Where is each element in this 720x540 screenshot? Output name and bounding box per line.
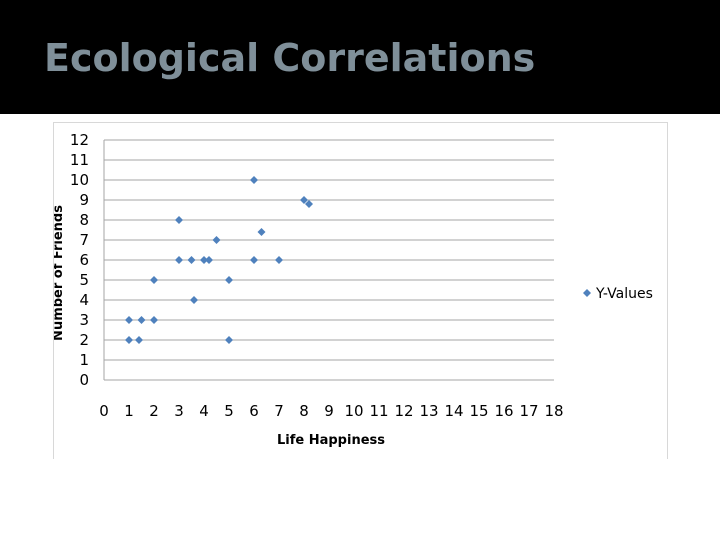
x-tick-label-11: 11 (369, 402, 388, 420)
y-axis-title: Number of Friends (54, 205, 66, 341)
x-tick-label-15: 15 (469, 402, 488, 420)
data-point-16 (250, 256, 258, 264)
x-tick-label-16: 16 (494, 402, 513, 420)
data-point-18 (275, 256, 283, 264)
data-point-12 (212, 236, 221, 244)
data-point-9 (190, 296, 198, 304)
y-tick-label-2: 2 (79, 331, 89, 349)
x-tick-label-4: 4 (199, 402, 209, 420)
x-tick-label-14: 14 (444, 402, 463, 420)
x-tick-label-17: 17 (519, 402, 538, 420)
data-point-0 (125, 336, 133, 344)
data-point-19 (300, 196, 308, 204)
x-tick-label-7: 7 (274, 402, 284, 420)
data-point-5 (150, 276, 158, 284)
y-tick-label-9: 9 (79, 191, 89, 209)
y-tick-label-5: 5 (79, 271, 89, 289)
data-point-11 (205, 256, 213, 264)
data-point-15 (250, 176, 258, 184)
y-tick-label-4: 4 (79, 291, 89, 309)
x-tick-label-2: 2 (149, 402, 159, 420)
x-tick-label-1: 1 (124, 402, 134, 420)
data-point-2 (135, 336, 143, 344)
y-tick-label-3: 3 (79, 311, 89, 329)
title-bar (0, 0, 720, 114)
x-tick-label-12: 12 (394, 402, 413, 420)
y-tick-label-11: 11 (70, 151, 89, 169)
x-tick-label-8: 8 (299, 402, 309, 420)
y-tick-label-12: 12 (70, 131, 89, 149)
x-tick-label-13: 13 (419, 402, 438, 420)
data-point-1 (125, 316, 133, 324)
data-point-6 (175, 216, 183, 224)
x-tick-label-18: 18 (544, 402, 563, 420)
data-point-8 (187, 256, 196, 264)
data-point-13 (225, 276, 233, 284)
x-tick-label-9: 9 (324, 402, 334, 420)
x-tick-label-10: 10 (344, 402, 363, 420)
y-tick-label-6: 6 (79, 251, 89, 269)
data-point-17 (257, 228, 266, 236)
y-tick-label-10: 10 (70, 171, 89, 189)
x-tick-label-6: 6 (249, 402, 259, 420)
data-point-10 (200, 256, 208, 264)
legend-label: Y-Values (595, 286, 653, 302)
x-tick-label-0: 0 (99, 402, 109, 420)
chart-frame: 0 1 2 3 4 5 6 7 8 9 10 11 12 0 1 2 3 4 5 6 7 8 9 10 11 12 13 14 15 16… (53, 122, 668, 459)
x-axis-title: Life Happiness (277, 433, 385, 448)
data-point-20 (305, 200, 313, 208)
legend-marker (583, 289, 591, 297)
x-tick-label-3: 3 (174, 402, 184, 420)
x-tick-label-5: 5 (224, 402, 234, 420)
slide-title: Ecological Correlations (44, 36, 536, 80)
y-tick-label-7: 7 (79, 231, 89, 249)
y-tick-label-8: 8 (79, 211, 89, 229)
data-point-14 (225, 336, 233, 344)
data-point-3 (137, 316, 146, 324)
y-tick-label-0: 0 (79, 371, 89, 389)
data-point-7 (175, 256, 183, 264)
data-point-4 (150, 316, 158, 324)
y-tick-label-1: 1 (79, 351, 89, 369)
